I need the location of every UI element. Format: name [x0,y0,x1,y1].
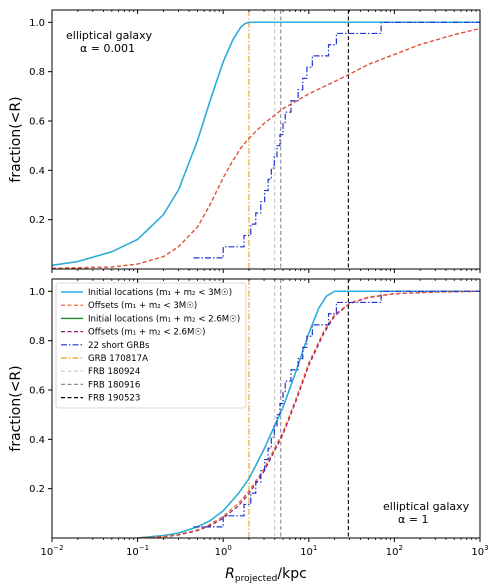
x-tick-label: 10−2 [40,544,63,558]
y-tick-label: 0.4 [29,435,45,446]
series-initial-3 [137,290,480,538]
x-tick-label: 103 [471,544,488,558]
y-tick-label: 1.0 [29,18,45,29]
top-y-ticks: 0.2 0.4 0.6 0.8 1.0 [29,18,52,226]
x-tick-label: 10−1 [126,544,149,558]
top-panel: 0.2 0.4 0.6 0.8 1.0 elliptical galaxy α = 0.… [8,9,481,273]
top-x-ticks [51,10,481,273]
legend: Initial locations (m₁ + m₂ < 3M☉) Offsets… [55,282,247,409]
series-short-grbs [193,21,480,259]
series-initial-26 [52,21,480,266]
y-tick-label: 1.0 [29,287,45,298]
bottom-plot-area [137,279,480,538]
top-axes-frame [51,9,481,270]
top-annotation-line1: elliptical galaxy [66,29,153,42]
bottom-panel: 0.2 0.4 0.6 0.8 1.0 10−2 10−1 100 101 102 103 ell… [8,278,489,558]
legend-label-initial-26: Initial locations (m₁ + m₂ < 2.6M☉) [88,314,240,324]
legend-label-offsets-3: Offsets (m₁ + m₂ < 3M☉) [88,301,197,311]
y-tick-label: 0.2 [29,215,45,226]
series-offsets-3 [52,27,480,269]
series-offsets-26 [52,27,480,269]
series-offsets-3 [137,290,480,538]
series-initial-3 [52,21,480,266]
legend-label-offsets-26: Offsets (m₁ + m₂ < 2.6M☉) [88,328,205,338]
y-tick-label: 0.2 [29,484,45,495]
x-tick-label: 100 [215,544,232,558]
y-tick-label: 0.4 [29,166,45,177]
y-tick-label: 0.6 [29,117,45,128]
series-short-grbs [193,290,480,528]
bottom-y-axis-label: fraction(<R) [8,365,24,451]
y-tick-label: 0.8 [29,67,45,78]
x-tick-label: 102 [386,544,403,558]
bottom-y-ticks: 0.2 0.4 0.6 0.8 1.0 [29,287,52,495]
series-offsets-26 [137,290,480,538]
y-tick-label: 0.8 [29,336,45,347]
bottom-annotation-line1: elliptical galaxy [383,500,470,513]
legend-label-initial-3: Initial locations (m₁ + m₂ < 3M☉) [88,288,232,298]
bottom-x-ticks: 10−2 10−1 100 101 102 103 [40,279,489,558]
legend-label-short-grbs: 22 short GRBs [88,341,150,351]
legend-label-frb-180916: FRB 180916 [88,380,140,390]
bottom-axes-frame [51,278,481,539]
top-y-axis-label: fraction(<R) [8,96,24,182]
bottom-annotation-line2: α = 1 [398,513,428,526]
legend-label-frb-180924: FRB 180924 [88,367,140,377]
legend-label-frb-190523: FRB 190523 [88,394,140,404]
x-tick-label: 101 [300,544,317,558]
x-axis-label: Rprojected/kpc [225,566,307,584]
top-plot-area [52,10,480,269]
top-annotation-line2: α = 0.001 [80,42,135,55]
legend-box [55,282,247,409]
y-tick-label: 0.6 [29,386,45,397]
legend-label-grb-170817a: GRB 170817A [88,354,148,364]
